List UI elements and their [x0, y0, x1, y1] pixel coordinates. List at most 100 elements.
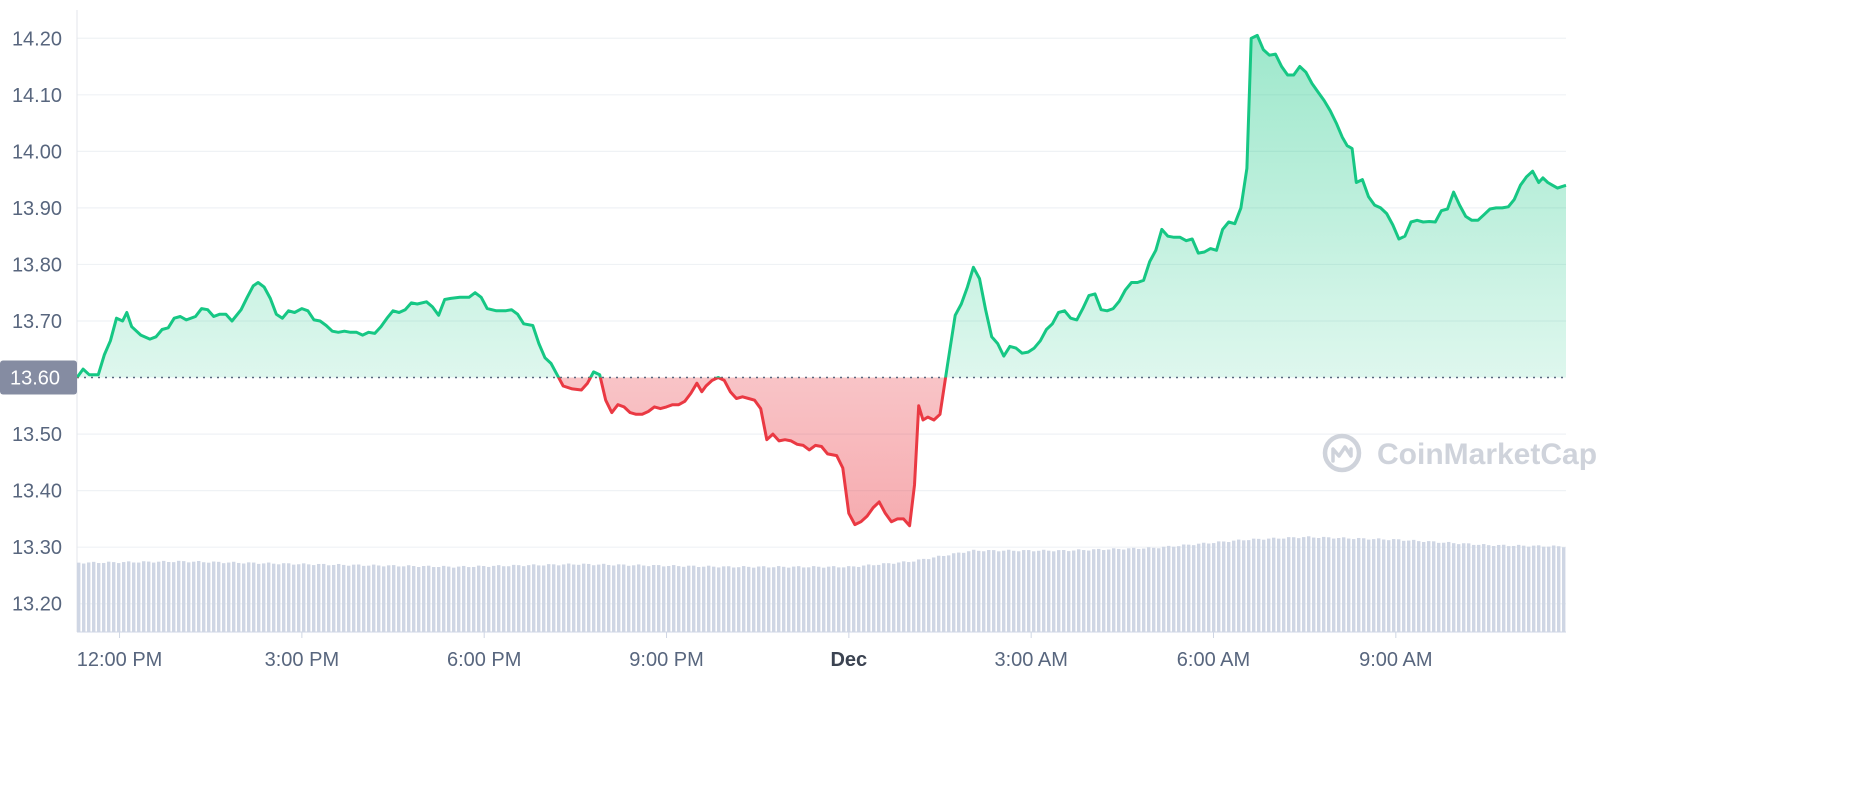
volume-bar: [292, 564, 296, 632]
volume-bar: [1237, 539, 1241, 632]
volume-bar: [1217, 541, 1221, 632]
volume-bar: [1117, 548, 1121, 632]
volume-bar: [1347, 538, 1351, 632]
volume-bar: [1387, 540, 1391, 632]
baseline-label-badge: 13.60: [0, 360, 77, 395]
volume-bar: [862, 565, 866, 632]
volume-bar: [347, 565, 351, 632]
volume-bar: [777, 566, 781, 632]
volume-bar: [1187, 544, 1191, 632]
volume-bar: [742, 566, 746, 632]
volume-bar: [1157, 548, 1161, 632]
volume-bar: [1107, 549, 1111, 632]
volume-bar: [1412, 539, 1416, 632]
x-tick-label: 3:00 PM: [265, 649, 339, 671]
volume-bar: [552, 564, 556, 632]
volume-bar: [807, 567, 811, 632]
volume-bar: [812, 566, 816, 632]
volume-bar: [892, 563, 896, 632]
volume-bar: [1042, 549, 1046, 632]
volume-bar: [1067, 551, 1071, 632]
volume-bars: [77, 536, 1566, 632]
y-tick-label: 13.90: [12, 198, 62, 220]
volume-bar: [162, 560, 166, 632]
volume-bar: [1252, 538, 1256, 632]
volume-bar: [267, 562, 271, 632]
volume-bar: [1477, 544, 1481, 632]
volume-bar: [682, 566, 686, 632]
volume-bar: [352, 564, 356, 632]
volume-bar: [212, 561, 216, 632]
volume-bar: [932, 557, 936, 632]
volume-bar: [1487, 545, 1491, 632]
volume-bar: [1367, 539, 1371, 632]
volume-bar: [482, 566, 486, 632]
volume-bar: [1467, 543, 1471, 632]
y-tick-label: 14.20: [12, 28, 62, 50]
volume-bar: [1037, 550, 1041, 632]
volume-bar: [1257, 538, 1261, 632]
volume-bar: [1087, 550, 1091, 632]
volume-bar: [137, 562, 141, 632]
volume-bar: [1147, 547, 1151, 632]
volume-bar: [112, 562, 116, 632]
volume-bar: [722, 566, 726, 632]
volume-bar: [672, 565, 676, 632]
volume-bar: [1402, 540, 1406, 632]
volume-bar: [147, 561, 151, 632]
volume-bar: [527, 565, 531, 632]
volume-bar: [402, 566, 406, 632]
volume-bar: [107, 561, 111, 632]
volume-bar: [997, 551, 1001, 632]
volume-bar: [617, 564, 621, 632]
volume-bar: [757, 566, 761, 632]
volume-bar: [287, 563, 291, 632]
watermark-text: CoinMarketCap: [1377, 438, 1597, 471]
volume-bar: [547, 564, 551, 632]
price-line-down: [77, 377, 948, 528]
volume-bar: [922, 558, 926, 632]
volume-bar: [1432, 541, 1436, 632]
volume-bar: [1232, 540, 1236, 632]
volume-bar: [1082, 550, 1086, 632]
volume-bar: [1247, 540, 1251, 632]
volume-bar: [502, 566, 506, 632]
y-tick-label: 14.10: [12, 85, 62, 107]
volume-bar: [1552, 545, 1556, 632]
gridlines: [76, 10, 1566, 632]
volume-bar: [1502, 544, 1506, 632]
volume-bar: [532, 564, 536, 632]
volume-bar: [1382, 539, 1386, 632]
volume-bar: [602, 563, 606, 632]
volume-bar: [437, 567, 441, 632]
volume-bar: [1077, 549, 1081, 632]
volume-bar: [992, 550, 996, 632]
volume-bar: [1562, 547, 1566, 632]
volume-bar: [837, 567, 841, 632]
volume-bar: [1392, 539, 1396, 632]
volume-bar: [487, 566, 491, 632]
volume-bar: [882, 563, 886, 632]
volume-bar: [737, 567, 741, 632]
volume-bar: [1152, 547, 1156, 632]
volume-bar: [1517, 544, 1521, 632]
volume-bar: [1547, 546, 1551, 632]
volume-bar: [1482, 544, 1486, 632]
volume-bar: [1142, 548, 1146, 632]
volume-bar: [872, 565, 876, 632]
volume-bar: [897, 562, 901, 632]
volume-bar: [697, 567, 701, 632]
volume-bar: [912, 561, 916, 632]
volume-bar: [1537, 545, 1541, 632]
volume-bar: [1512, 545, 1516, 632]
volume-bar: [817, 566, 821, 632]
volume-bar: [282, 563, 286, 632]
volume-bar: [1332, 538, 1336, 632]
volume-bar: [1357, 537, 1361, 632]
volume-bar: [377, 565, 381, 632]
volume-bar: [367, 565, 371, 632]
volume-bar: [927, 559, 931, 632]
volume-bar: [1097, 548, 1101, 632]
volume-bar: [1457, 544, 1461, 632]
